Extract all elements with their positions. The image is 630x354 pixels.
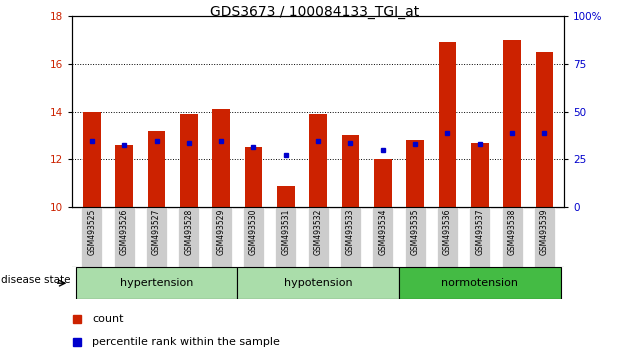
Bar — [307, 207, 329, 267]
Bar — [372, 207, 393, 267]
Bar — [341, 135, 359, 207]
Text: GSM493528: GSM493528 — [185, 209, 193, 255]
Bar — [503, 40, 521, 207]
Bar — [212, 109, 230, 207]
Bar — [113, 207, 135, 267]
Bar — [115, 145, 133, 207]
Text: count: count — [92, 314, 123, 324]
Bar — [277, 185, 295, 207]
Bar — [437, 207, 458, 267]
Bar — [244, 147, 262, 207]
Bar — [83, 112, 101, 207]
Text: GSM493536: GSM493536 — [443, 209, 452, 255]
Text: GSM493537: GSM493537 — [475, 209, 484, 255]
Bar — [501, 207, 523, 267]
Text: hypertension: hypertension — [120, 278, 193, 288]
Bar — [210, 207, 232, 267]
Text: GSM493529: GSM493529 — [217, 209, 226, 255]
Bar — [471, 143, 489, 207]
Bar — [340, 207, 361, 267]
Text: GSM493530: GSM493530 — [249, 209, 258, 255]
Text: GSM493539: GSM493539 — [540, 209, 549, 255]
Bar — [238, 267, 399, 299]
Bar — [406, 140, 424, 207]
Bar — [536, 52, 553, 207]
Bar — [178, 207, 199, 267]
Text: GSM493526: GSM493526 — [120, 209, 129, 255]
Text: GSM493533: GSM493533 — [346, 209, 355, 255]
Text: GDS3673 / 100084133_TGI_at: GDS3673 / 100084133_TGI_at — [210, 5, 420, 19]
Text: GSM493531: GSM493531 — [282, 209, 290, 255]
Text: GSM493527: GSM493527 — [152, 209, 161, 255]
Bar — [147, 131, 166, 207]
Text: GSM493538: GSM493538 — [508, 209, 517, 255]
Bar — [180, 114, 198, 207]
Text: GSM493532: GSM493532 — [314, 209, 323, 255]
Text: percentile rank within the sample: percentile rank within the sample — [92, 337, 280, 347]
Bar — [81, 207, 102, 267]
Text: disease state: disease state — [1, 275, 70, 285]
Bar — [243, 207, 264, 267]
Text: normotension: normotension — [441, 278, 518, 288]
Bar — [399, 267, 561, 299]
Bar — [404, 207, 426, 267]
Bar — [146, 207, 167, 267]
Bar — [438, 42, 456, 207]
Bar — [534, 207, 555, 267]
Bar — [309, 114, 327, 207]
Text: GSM493535: GSM493535 — [411, 209, 420, 255]
Text: hypotension: hypotension — [284, 278, 352, 288]
Bar — [469, 207, 490, 267]
Bar — [76, 267, 238, 299]
Text: GSM493534: GSM493534 — [378, 209, 387, 255]
Bar — [374, 159, 392, 207]
Text: GSM493525: GSM493525 — [88, 209, 96, 255]
Bar — [275, 207, 296, 267]
